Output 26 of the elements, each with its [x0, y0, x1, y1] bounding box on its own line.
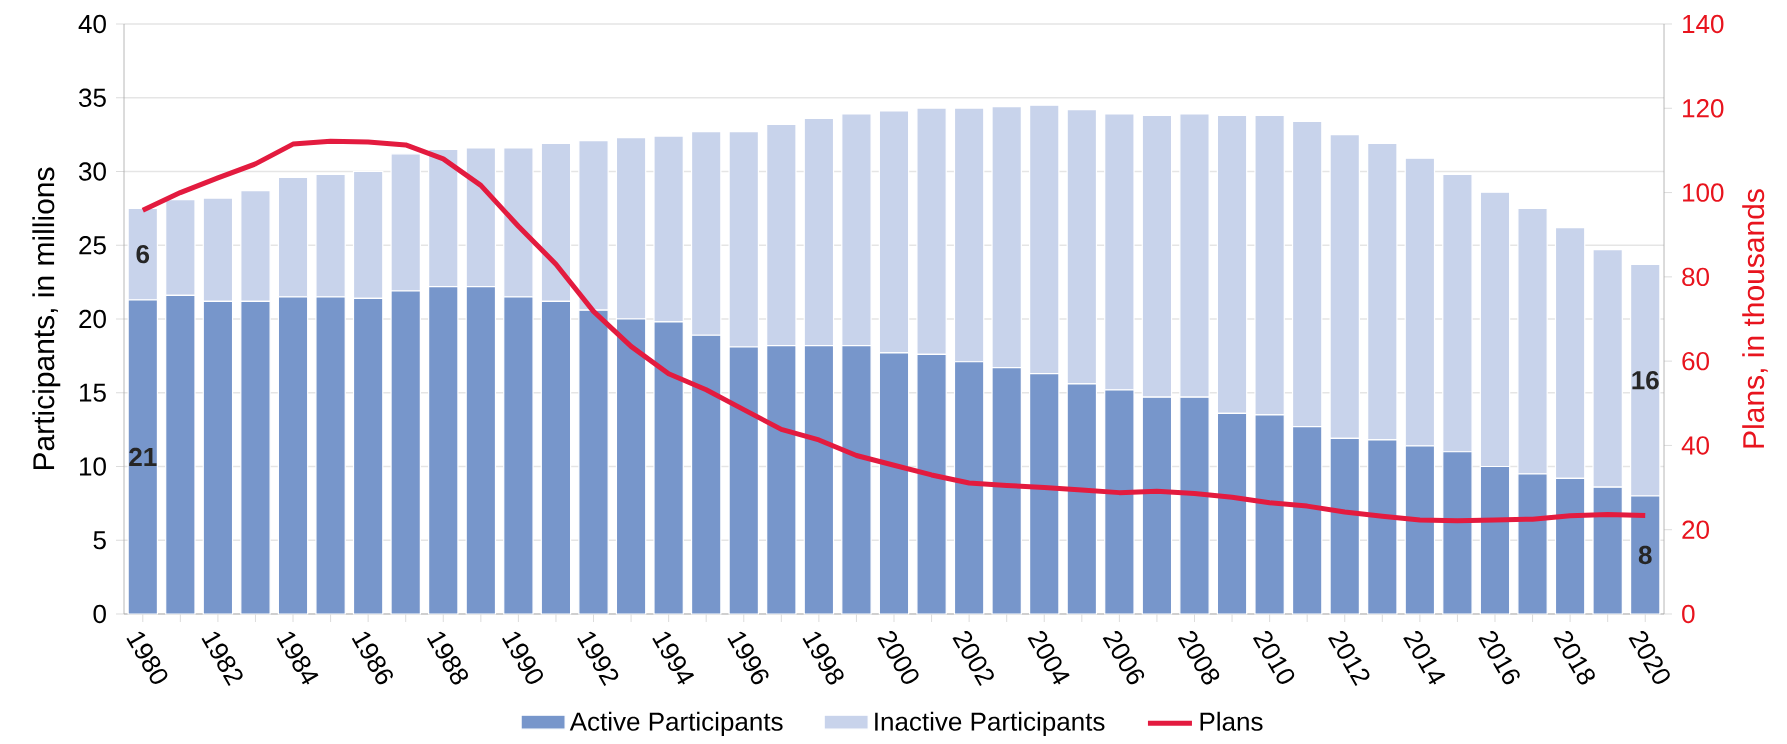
data-label: 6	[136, 244, 150, 264]
y2-tick-label: 100	[1683, 183, 1724, 202]
y-tick-label: 10	[79, 457, 106, 476]
y2-tick-label: 40	[1681, 436, 1709, 455]
y2-tick-label: 80	[1682, 267, 1709, 287]
y-tick-label: 25	[79, 236, 106, 255]
y-tick-label: 30	[79, 162, 106, 181]
y-tick-label: 35	[79, 88, 106, 107]
legend-label: Plans	[1200, 711, 1263, 731]
legend-label: Inactive Participants	[875, 711, 1105, 737]
y2-tick-label: 140	[1683, 14, 1724, 34]
data-label: 16	[1632, 371, 1659, 390]
y-tick-label: 5	[93, 531, 106, 550]
y-tick-label: 40	[78, 14, 106, 34]
y2-tick-label: 20	[1682, 520, 1709, 539]
legend-label: Active Participants	[569, 711, 783, 737]
y-axis-title: Participants, in millions	[32, 167, 61, 470]
y2-tick-label: 0	[1682, 604, 1695, 624]
data-label: 21	[129, 447, 157, 466]
y-tick-label: 0	[93, 604, 106, 624]
y-tick-label: 15	[79, 383, 106, 402]
y2-axis-title: Plans, in thousands	[1742, 189, 1768, 448]
y2-tick-label: 60	[1682, 351, 1709, 371]
y-tick-label: 20	[79, 309, 106, 329]
data-label: 8	[1638, 545, 1652, 565]
y2-tick-label: 120	[1683, 99, 1724, 118]
